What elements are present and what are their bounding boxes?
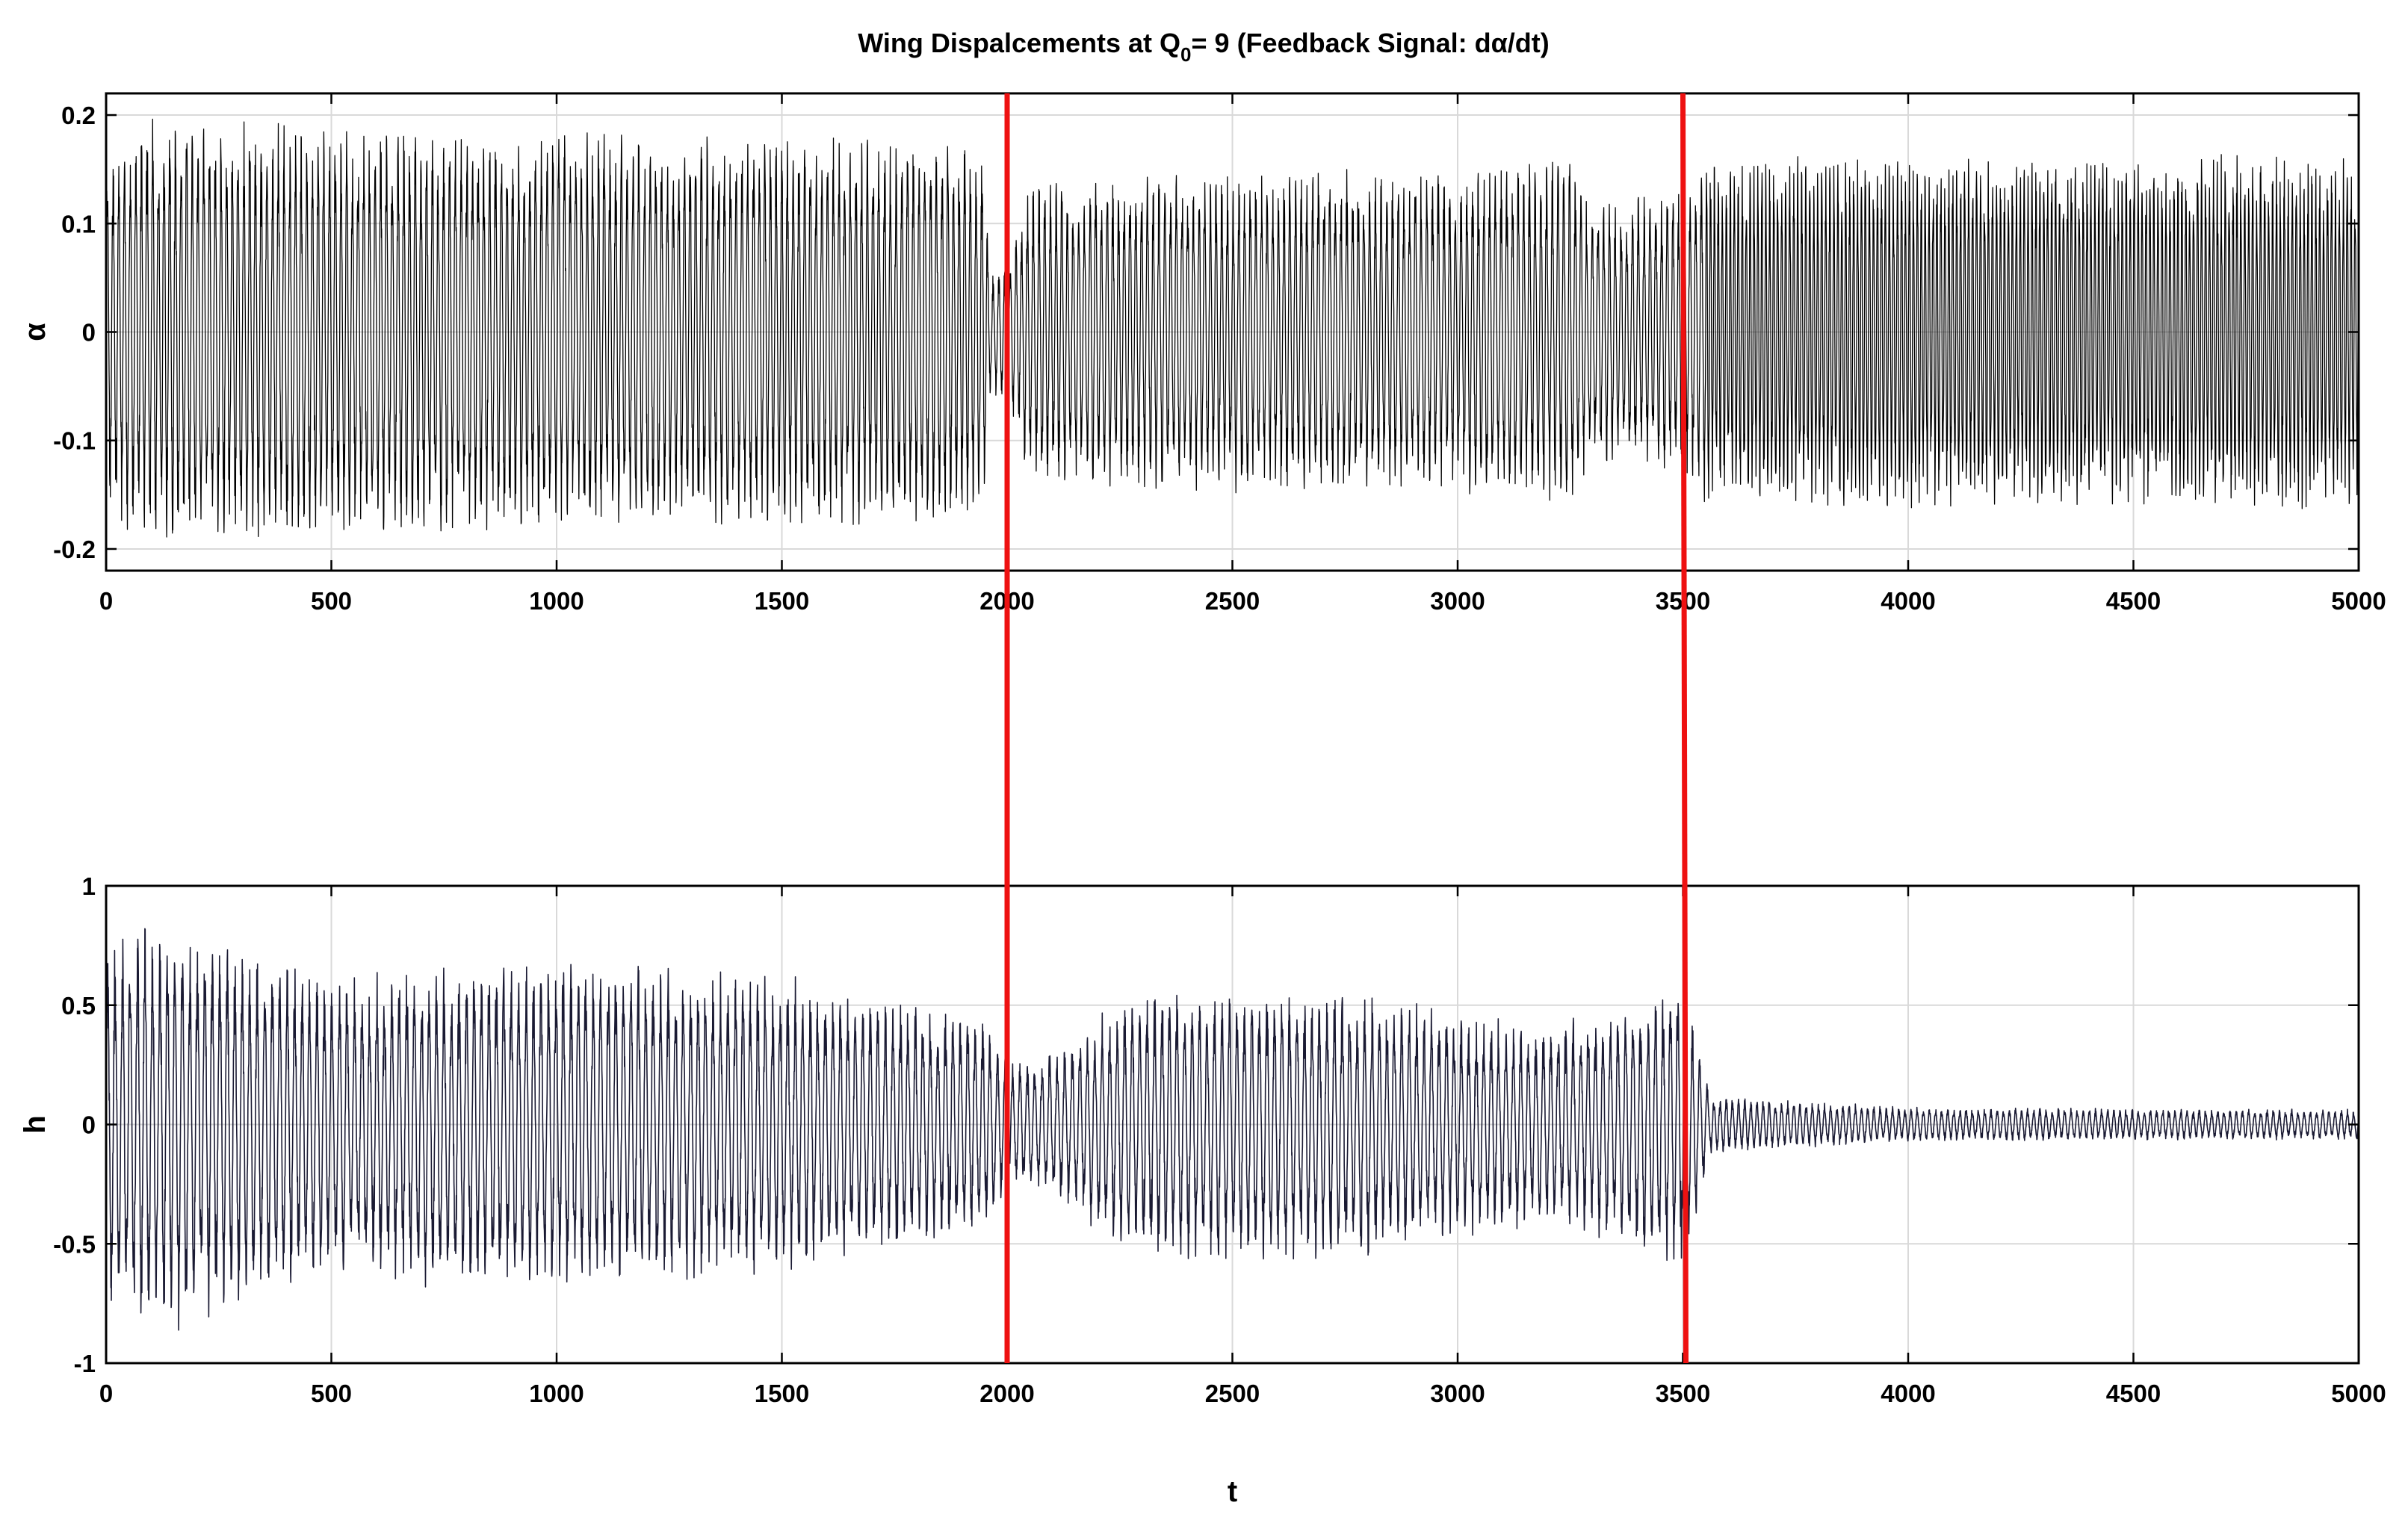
alpha-xtick-label: 1000 [529, 587, 584, 615]
alpha-ytick-label: 0 [82, 319, 96, 347]
alpha-ytick-label: 0.1 [61, 210, 96, 238]
alpha-xtick-label: 4000 [1881, 587, 1935, 615]
h-xtick-label: 2000 [979, 1380, 1034, 1407]
alpha-xtick-label: 1500 [755, 587, 809, 615]
h-ylabel: h [19, 1115, 52, 1133]
h-xtick-label: 1500 [755, 1380, 809, 1407]
t-xlabel: t [1228, 1475, 1237, 1508]
alpha-subplot: 0500100015002000250030003500400045005000… [19, 92, 2386, 615]
h-subplot: 0 500 1000 1500 2000 2500 3000 3500 4000 4500 5000… [19, 872, 2386, 1508]
alpha-xtick-label: 500 [311, 587, 352, 615]
figure-title-suffix: = 9 (Feedback Signal: dα/dt) [1192, 28, 1550, 58]
vertical-markers [1004, 93, 1689, 1364]
alpha-ytick-label: -0.2 [53, 536, 96, 563]
h-xtick-label: 3500 [1656, 1380, 1710, 1407]
h-xtick-label: 2500 [1205, 1380, 1260, 1407]
h-xtick-label: 500 [311, 1380, 352, 1407]
h-xtick-label: 1000 [529, 1380, 584, 1407]
alpha-xtick-label: 0 [99, 587, 113, 615]
alpha-xtick-label: 4500 [2106, 587, 2161, 615]
h-ytick-label: 0 [82, 1111, 96, 1139]
figure-title-subscript: 0 [1180, 43, 1191, 66]
h-series-line [105, 928, 2359, 1331]
h-ytick-label: 1 [82, 872, 96, 900]
h-xtick-label: 3000 [1430, 1380, 1485, 1407]
alpha-xtick-label: 5000 [2331, 587, 2386, 615]
h-ytick-label: -1 [74, 1350, 96, 1377]
h-xtick-label: 0 [99, 1380, 113, 1407]
figure-title-prefix: Wing Dispalcements at Q [858, 28, 1180, 58]
h-xtick-label: 4000 [1881, 1380, 1935, 1407]
alpha-xtick-label: 3000 [1430, 587, 1485, 615]
alpha-ticks: 0500100015002000250030003500400045005000… [53, 93, 2386, 615]
h-signal [105, 928, 2359, 1331]
alpha-signal [105, 118, 2359, 538]
alpha-xtick-label: 2500 [1205, 587, 1260, 615]
h-xtick-label: 4500 [2106, 1380, 2161, 1407]
h-xtick-label: 5000 [2331, 1380, 2386, 1407]
alpha-ytick-label: 0.2 [61, 102, 96, 129]
figure-title: Wing Dispalcements at Q0= 9 (Feedback Si… [858, 28, 1549, 66]
h-ytick-label: -0.5 [53, 1230, 96, 1258]
h-ticks: 0 500 1000 1500 2000 2500 3000 3500 4000 4500 5000… [53, 872, 2386, 1407]
alpha-ytick-label: -0.1 [53, 427, 96, 455]
h-ytick-label: 0.5 [61, 992, 96, 1020]
marker-line-3500 [1680, 93, 1689, 1364]
alpha-ylabel: α [19, 323, 52, 341]
alpha-series-line [105, 118, 2359, 538]
